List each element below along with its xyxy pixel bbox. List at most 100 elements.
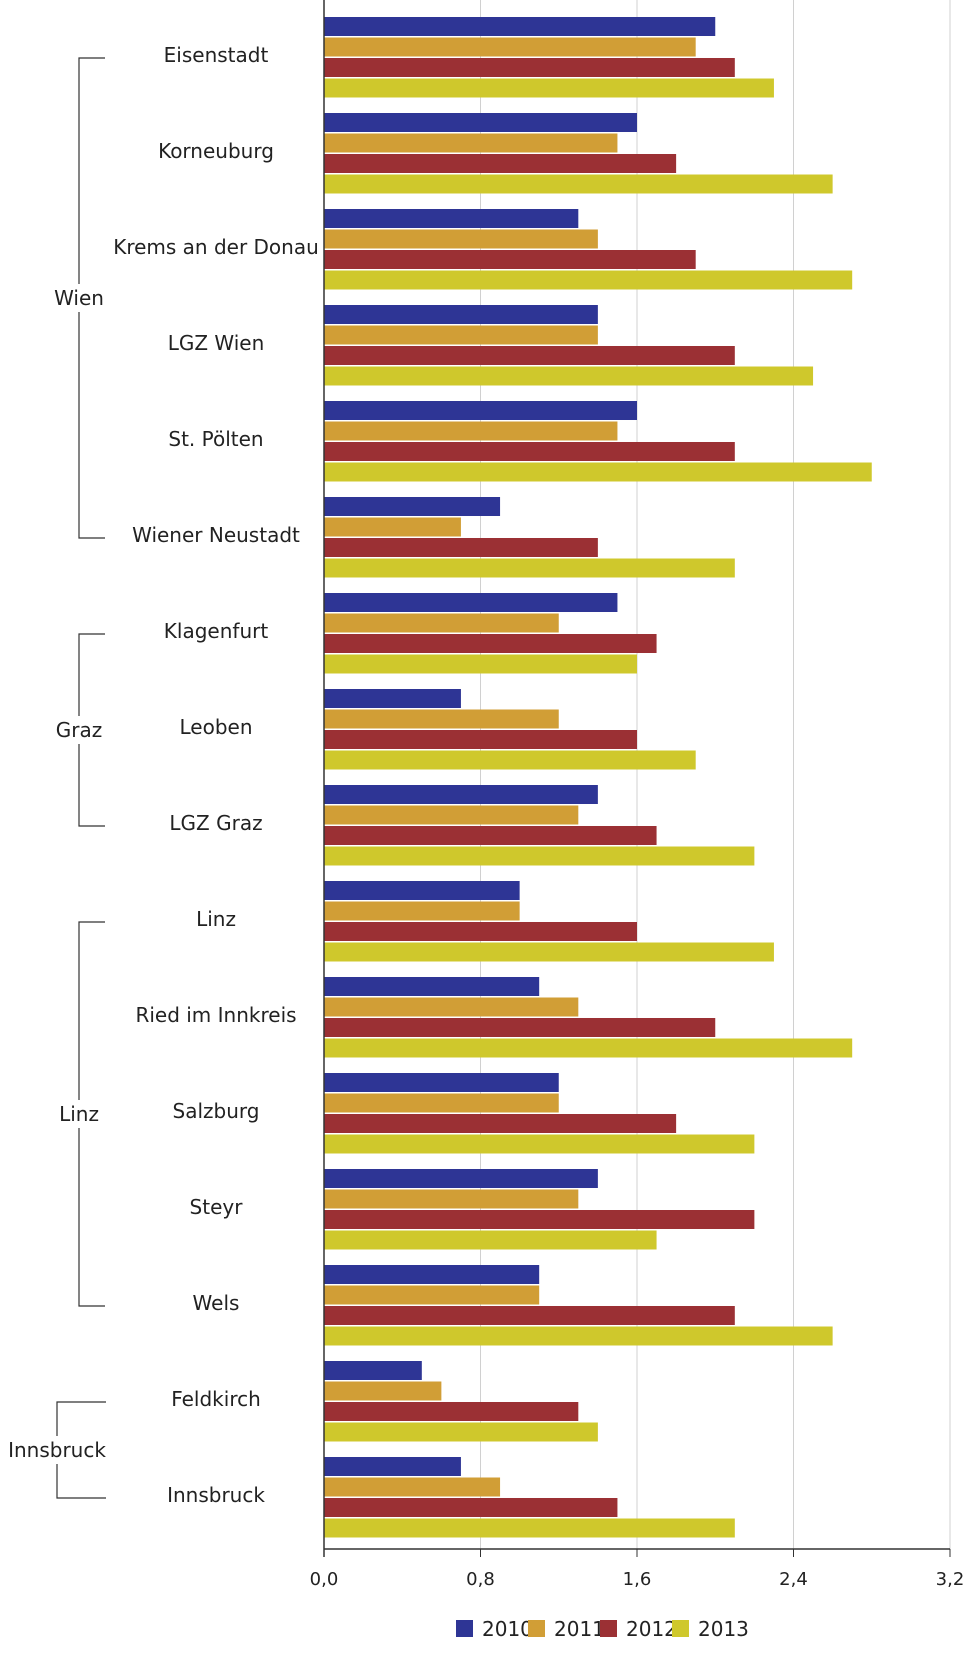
bar-2010-9: [324, 881, 520, 900]
bar-2011-14: [324, 1381, 442, 1401]
bar-2010-11: [324, 1073, 559, 1092]
x-tick-label-2: 1,6: [623, 1569, 652, 1590]
category-label-6: Klagenfurt: [164, 619, 269, 643]
bar-2012-14: [324, 1402, 579, 1421]
category-label-1: Korneuburg: [158, 139, 274, 163]
category-label-4: St. Pölten: [168, 427, 263, 451]
category-label-12: Steyr: [190, 1195, 244, 1219]
bar-2010-15: [324, 1457, 461, 1476]
bar-2011-12: [324, 1189, 579, 1209]
group-label-1: Graz: [56, 718, 102, 742]
group-label-bg-3: [5, 1436, 110, 1464]
legend-swatch-2010: [456, 1620, 473, 1637]
x-tick-label-0: 0,0: [310, 1569, 339, 1590]
x-tick-label-3: 2,4: [779, 1569, 808, 1590]
bar-2011-5: [324, 517, 461, 537]
bars: [324, 17, 872, 1538]
category-label-13: Wels: [193, 1291, 240, 1315]
bar-2010-4: [324, 401, 637, 420]
legend-swatch-2012: [600, 1620, 617, 1637]
legend-swatch-2011: [528, 1620, 545, 1637]
category-label-7: Leoben: [179, 715, 252, 739]
bar-2013-4: [324, 462, 872, 482]
bar-2011-11: [324, 1093, 559, 1113]
category-label-14: Feldkirch: [171, 1387, 261, 1411]
group-label-2: Linz: [59, 1102, 99, 1126]
x-axis: 0,0 0,8 1,6 2,4 3,2: [310, 0, 964, 1590]
bar-2013-11: [324, 1134, 755, 1154]
bar-2010-10: [324, 977, 540, 996]
bar-2011-0: [324, 37, 696, 57]
bar-2013-3: [324, 366, 814, 386]
category-label-10: Ried im Innkreis: [135, 1003, 296, 1027]
group-brackets: Wien Graz Linz Innsbruck: [5, 57, 110, 1499]
bar-2013-5: [324, 558, 735, 578]
legend-label-2012: 2012: [626, 1617, 677, 1641]
bar-2010-2: [324, 209, 579, 228]
bar-2013-6: [324, 654, 637, 674]
category-label-15: Innsbruck: [167, 1483, 265, 1507]
bar-2011-15: [324, 1477, 501, 1497]
bar-2011-10: [324, 997, 579, 1017]
category-label-3: LGZ Wien: [168, 331, 265, 355]
category-label-0: Eisenstadt: [164, 43, 269, 67]
bar-2011-4: [324, 421, 618, 441]
group-label-bg-0: [51, 284, 107, 312]
bar-2011-2: [324, 229, 598, 249]
bar-2011-8: [324, 805, 579, 825]
group-label-bg-1: [52, 716, 106, 744]
bar-2013-8: [324, 846, 755, 866]
bar-2012-15: [324, 1498, 618, 1517]
group-label-bg-2: [56, 1100, 102, 1128]
category-label-9: Linz: [196, 907, 236, 931]
group-label-3: Innsbruck: [8, 1438, 106, 1462]
bar-2010-7: [324, 689, 461, 708]
bar-2012-11: [324, 1114, 677, 1133]
bar-2010-13: [324, 1265, 540, 1284]
bar-2012-6: [324, 634, 657, 653]
legend-label-2010: 2010: [482, 1617, 533, 1641]
bar-2011-7: [324, 709, 559, 729]
bar-2013-7: [324, 750, 696, 770]
legend-swatch-2013: [672, 1620, 689, 1637]
bar-2011-13: [324, 1285, 540, 1305]
bar-2013-14: [324, 1422, 598, 1442]
bar-2012-12: [324, 1210, 755, 1229]
legend-label-2011: 2011: [554, 1617, 605, 1641]
bar-2011-6: [324, 613, 559, 633]
bar-2012-7: [324, 730, 637, 749]
legend: 2010 2011 2012 2013: [456, 1617, 749, 1641]
bar-2012-9: [324, 922, 637, 941]
bar-2012-4: [324, 442, 735, 461]
bar-2010-14: [324, 1361, 422, 1380]
bar-2011-1: [324, 133, 618, 153]
bar-2010-3: [324, 305, 598, 324]
bar-2012-10: [324, 1018, 716, 1037]
bar-2012-5: [324, 538, 598, 557]
bar-2010-0: [324, 17, 716, 36]
bar-2013-10: [324, 1038, 853, 1058]
category-label-8: LGZ Graz: [169, 811, 262, 835]
category-label-11: Salzburg: [173, 1099, 260, 1123]
category-label-5: Wiener Neustadt: [132, 523, 300, 547]
bar-2010-1: [324, 113, 637, 132]
bar-2013-0: [324, 78, 774, 98]
category-labels: Eisenstadt Korneuburg Krems an der Donau LG…: [113, 43, 319, 1507]
bar-2012-0: [324, 58, 735, 77]
bar-2010-8: [324, 785, 598, 804]
bar-2010-5: [324, 497, 501, 516]
bar-2011-3: [324, 325, 598, 345]
bar-2013-2: [324, 270, 853, 290]
x-tick-label-1: 0,8: [466, 1569, 495, 1590]
bar-2011-9: [324, 901, 520, 921]
bar-2012-2: [324, 250, 696, 269]
bar-2013-9: [324, 942, 774, 962]
bar-2012-13: [324, 1306, 735, 1325]
category-label-2: Krems an der Donau: [113, 235, 319, 259]
bar-2013-1: [324, 174, 833, 194]
bar-2013-13: [324, 1326, 833, 1346]
bar-2013-12: [324, 1230, 657, 1250]
bar-2012-8: [324, 826, 657, 845]
bar-2012-1: [324, 154, 677, 173]
